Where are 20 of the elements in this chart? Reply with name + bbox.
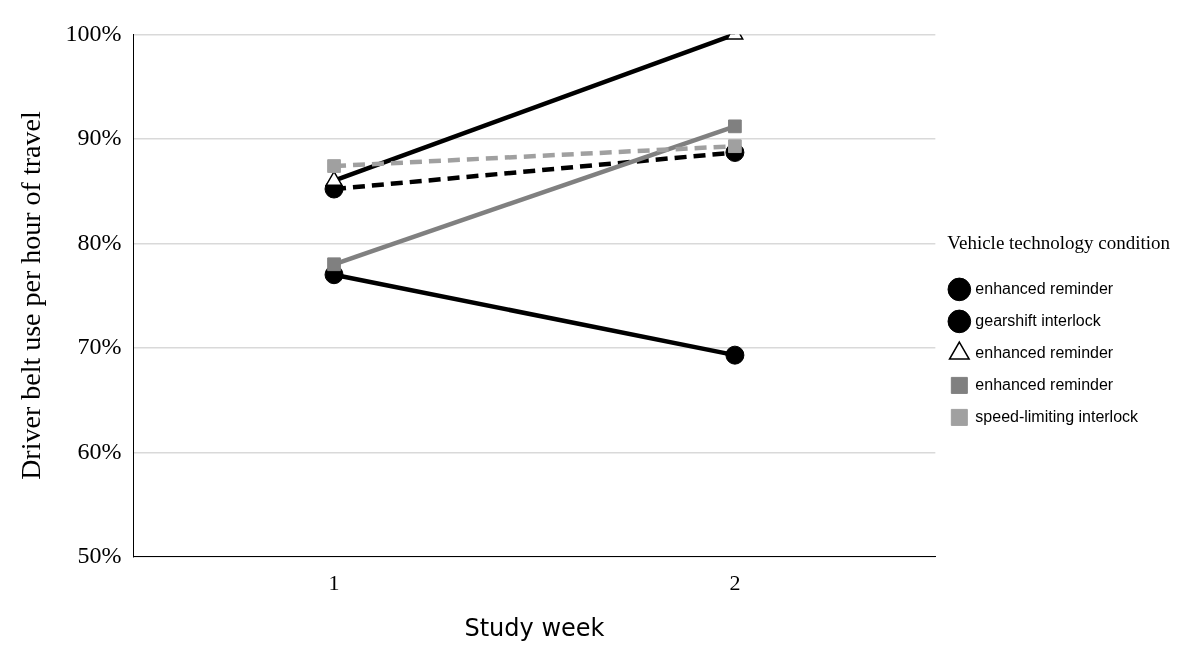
y-tick-label: 70%: [77, 333, 122, 360]
x-tick-label: 1: [328, 569, 340, 595]
x-axis-title: Study week: [464, 613, 605, 642]
y-tick-label: 60%: [77, 437, 122, 464]
y-tick-label: 80%: [77, 228, 122, 255]
point: [327, 257, 341, 272]
point: [728, 119, 742, 134]
legend-label: gearshift interlock: [975, 311, 1102, 329]
y-tick-label: 90%: [77, 124, 122, 151]
y-axis-title: Driver belt use per hour of travel: [15, 111, 47, 480]
legend-title: Vehicle technology condition: [947, 232, 1171, 254]
legend-label: enhanced reminder: [975, 279, 1114, 297]
legend-label: speed-limiting interlock: [975, 407, 1140, 425]
legend-label: enhanced reminder: [975, 343, 1114, 361]
legend-label: enhanced reminder: [975, 375, 1114, 393]
x-tick-label: 2: [729, 569, 741, 595]
point: [725, 345, 745, 365]
y-tick-label: 100%: [65, 19, 122, 46]
y-tick-label: 50%: [77, 542, 122, 569]
point: [327, 159, 341, 173]
